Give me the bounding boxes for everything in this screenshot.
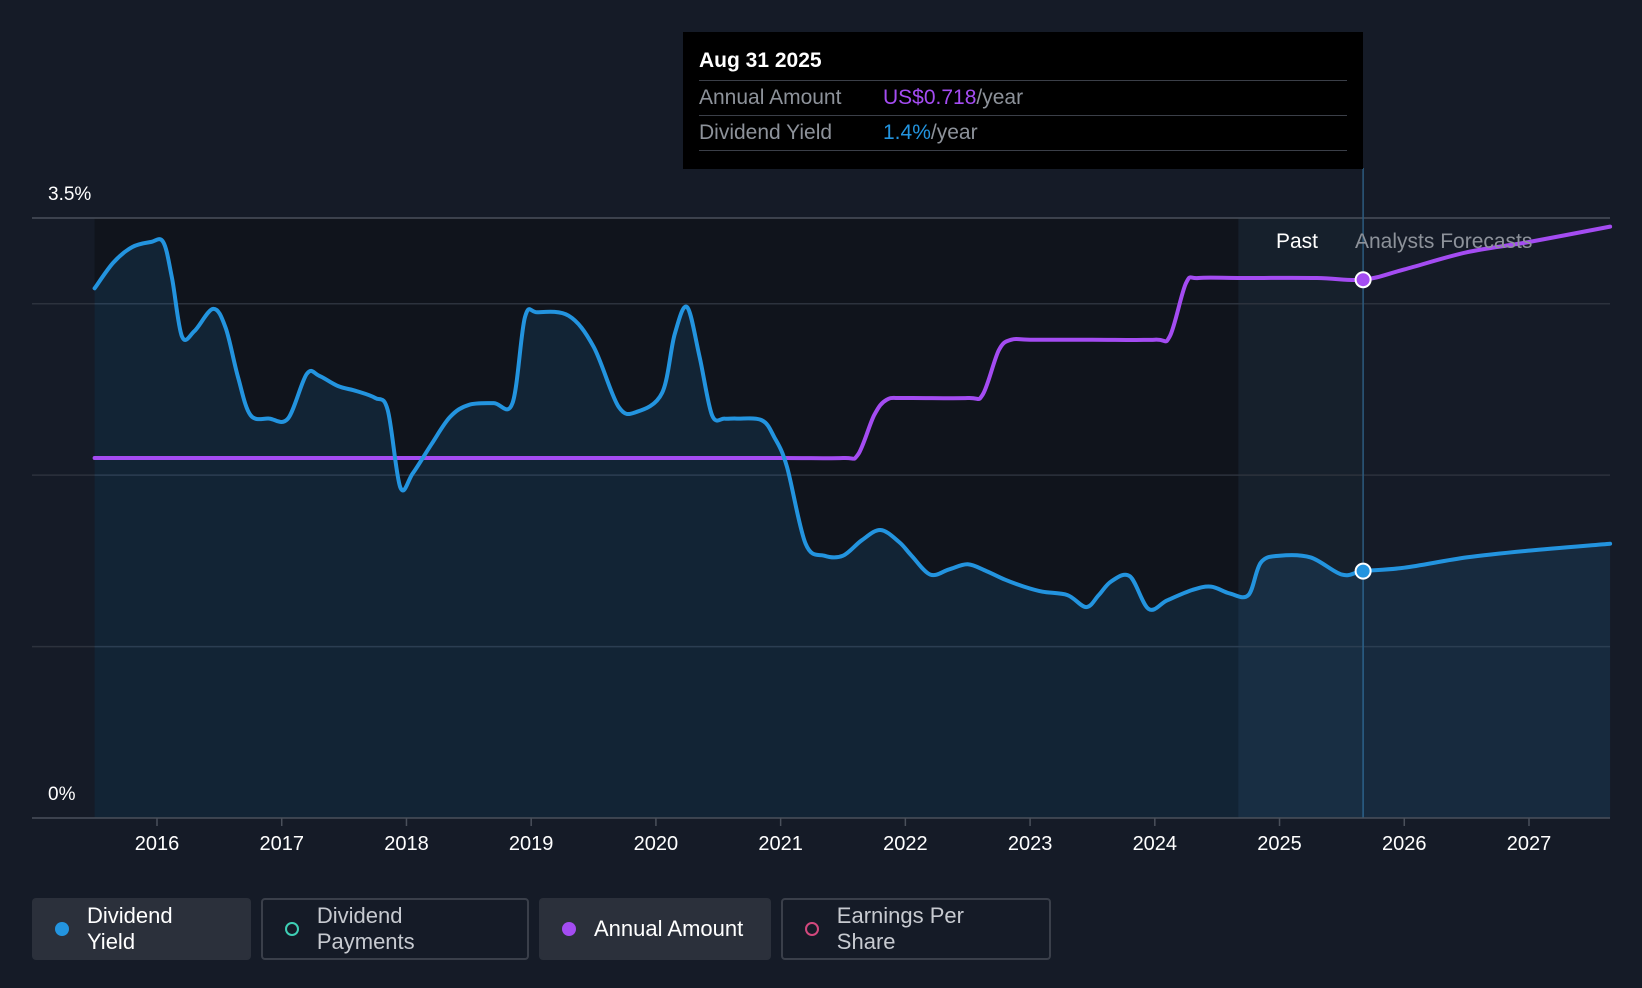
tooltip-unit: /year xyxy=(976,86,1024,109)
series-area-dividend-yield xyxy=(94,239,1611,818)
x-tick-label: 2020 xyxy=(634,833,679,855)
forecast-region-label: Analysts Forecasts xyxy=(1355,230,1533,253)
hover-marker-annual-amount xyxy=(1354,271,1372,289)
x-tick-label: 2023 xyxy=(1008,833,1053,855)
tooltip-key: Dividend Yield xyxy=(699,121,833,144)
legend-earnings-per-share[interactable]: Earnings Per Share xyxy=(781,898,1051,960)
tooltip-date: Aug 31 2025 xyxy=(699,46,1347,81)
x-tick-label: 2016 xyxy=(135,833,180,855)
legend-dot-icon xyxy=(805,922,819,936)
x-tick-label: 2018 xyxy=(384,833,429,855)
legend-label: Dividend Payments xyxy=(316,903,415,954)
tooltip-unit: /year xyxy=(930,121,978,144)
tooltip-row-dividend-yield: Dividend Yield 1.4% /year xyxy=(699,116,1347,151)
tooltip-value: 1.4% xyxy=(883,121,931,144)
x-tick-label: 2025 xyxy=(1257,833,1302,855)
x-tick-label: 2024 xyxy=(1133,833,1178,855)
legend-label: Earnings Per Share xyxy=(836,903,964,954)
legend-dot-icon xyxy=(285,922,299,936)
tooltip-value: US$0.718 xyxy=(883,86,977,109)
tooltip-row-annual-amount: Annual Amount US$0.718 /year xyxy=(699,81,1347,116)
legend-label: Annual Amount xyxy=(594,916,744,941)
x-tick-label: 2019 xyxy=(509,833,554,855)
tooltip-key: Annual Amount xyxy=(699,86,842,109)
hover-tooltip: Aug 31 2025 Annual Amount US$0.718 /year… xyxy=(683,32,1363,169)
series-line-annual-amount xyxy=(92,224,1613,461)
legend-dot-icon xyxy=(562,922,576,936)
x-tick-label: 2027 xyxy=(1507,833,1552,855)
x-tick-label: 2017 xyxy=(259,833,304,855)
x-tick-label: 2022 xyxy=(883,833,928,855)
legend: Dividend Yield Dividend Payments Annual … xyxy=(32,898,1061,960)
past-region-label: Past xyxy=(1276,230,1319,253)
x-tick-label: 2021 xyxy=(758,833,803,855)
series-line-dividend-yield xyxy=(92,237,1613,612)
legend-dividend-yield[interactable]: Dividend Yield xyxy=(32,898,251,960)
legend-label: Dividend Yield xyxy=(86,903,173,954)
highlight-band xyxy=(1238,218,1364,818)
hover-marker-dividend-yield xyxy=(1354,562,1372,580)
past-region-background xyxy=(94,218,1364,818)
y-axis-min-label: 0% xyxy=(48,784,76,805)
legend-annual-amount[interactable]: Annual Amount xyxy=(539,898,771,960)
legend-dividend-payments[interactable]: Dividend Payments xyxy=(261,898,529,960)
legend-dot-icon xyxy=(55,922,69,936)
y-axis-max-label: 3.5% xyxy=(48,184,92,205)
x-tick-label: 2026 xyxy=(1382,833,1427,855)
